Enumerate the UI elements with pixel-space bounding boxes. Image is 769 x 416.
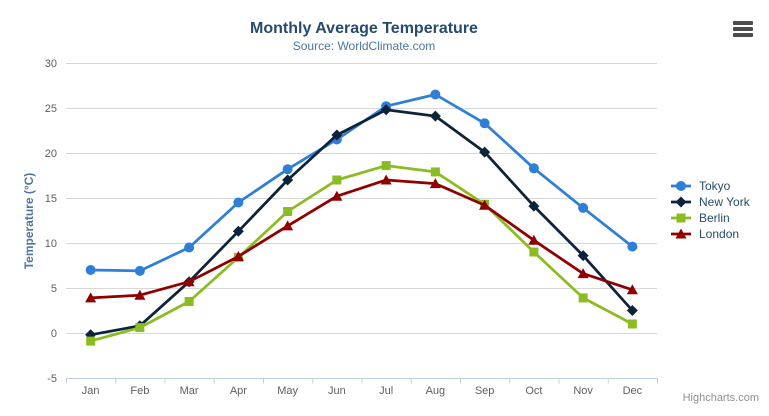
y-axis-title: Temperature (°C) xyxy=(22,173,36,270)
x-axis-label: Jan xyxy=(82,385,100,397)
data-point-new-york-dec[interactable] xyxy=(626,305,638,316)
data-point-london-feb[interactable] xyxy=(134,289,146,300)
data-point-new-york-aug[interactable] xyxy=(429,110,441,122)
triangle-marker-icon xyxy=(671,228,691,239)
x-axis-label: May xyxy=(277,385,298,397)
legend-label: New York xyxy=(699,195,750,209)
diamond-marker-icon xyxy=(671,196,691,208)
data-point-tokyo-oct[interactable] xyxy=(528,163,539,174)
data-point-london-jun[interactable] xyxy=(331,190,343,201)
data-point-new-york-apr[interactable] xyxy=(232,225,244,237)
data-point-berlin-nov[interactable] xyxy=(578,293,588,303)
data-point-tokyo-sep[interactable] xyxy=(479,118,490,129)
data-point-berlin-oct[interactable] xyxy=(529,247,539,257)
data-point-berlin-jun[interactable] xyxy=(332,175,342,185)
chart-title: Monthly Average Temperature xyxy=(250,20,478,37)
legend-marker-tokyo xyxy=(676,181,686,191)
data-point-london-sep[interactable] xyxy=(479,199,491,210)
legend-marker-london xyxy=(675,228,687,239)
x-axis-label: Feb xyxy=(130,385,149,397)
square-marker-icon xyxy=(671,213,691,223)
data-point-new-york-oct[interactable] xyxy=(528,200,540,212)
data-point-new-york-jun[interactable] xyxy=(331,129,343,141)
data-point-berlin-feb[interactable] xyxy=(135,323,145,333)
data-point-london-jan[interactable] xyxy=(85,292,97,303)
data-point-tokyo-jan[interactable] xyxy=(85,265,96,275)
y-axis-label: 0 xyxy=(51,328,57,340)
legend-item-london[interactable]: London xyxy=(670,226,750,242)
series-tokyo xyxy=(85,89,638,276)
data-point-berlin-may[interactable] xyxy=(283,207,293,216)
data-point-new-york-jul[interactable] xyxy=(380,104,392,116)
y-axis-label: 30 xyxy=(45,58,57,70)
data-point-london-apr[interactable] xyxy=(232,251,244,261)
legend-marker-new-york xyxy=(675,196,687,208)
x-axis-label: Jun xyxy=(328,385,346,397)
data-point-berlin-jul[interactable] xyxy=(381,161,391,171)
legend-label: Tokyo xyxy=(699,179,731,193)
legend-label: London xyxy=(699,227,740,241)
chart-subtitle: Source: WorldClimate.com xyxy=(293,39,436,53)
series-line-berlin xyxy=(89,164,634,343)
data-point-tokyo-mar[interactable] xyxy=(184,242,195,253)
data-point-berlin-mar[interactable] xyxy=(184,297,194,306)
data-point-london-dec[interactable] xyxy=(626,284,638,295)
legend-marker-berlin xyxy=(676,213,686,223)
x-axis-label: Sep xyxy=(475,385,495,397)
data-point-berlin-jan[interactable] xyxy=(86,336,96,346)
x-axis-label: Dec xyxy=(623,385,643,397)
x-axis-label: Oct xyxy=(525,385,542,397)
x-axis-label: Mar xyxy=(180,385,199,397)
data-point-london-aug[interactable] xyxy=(429,178,441,189)
x-axis-label: Aug xyxy=(426,385,446,397)
x-axis-label: Nov xyxy=(573,385,593,397)
y-axis-label: 10 xyxy=(45,238,57,250)
data-point-tokyo-may[interactable] xyxy=(282,164,293,175)
export-menu-button[interactable] xyxy=(730,18,756,40)
hamburger-bar xyxy=(733,33,753,37)
data-point-berlin-dec[interactable] xyxy=(627,319,637,329)
data-point-tokyo-apr[interactable] xyxy=(233,197,244,208)
y-axis-label: 5 xyxy=(51,283,57,295)
data-point-tokyo-dec[interactable] xyxy=(627,241,638,252)
legend-item-tokyo[interactable]: Tokyo xyxy=(670,178,750,194)
y-axis-label: 15 xyxy=(45,193,57,205)
data-point-london-may[interactable] xyxy=(282,220,294,231)
legend: Tokyo New York Berlin London xyxy=(670,178,750,242)
series-london xyxy=(85,174,638,303)
data-point-new-york-may[interactable] xyxy=(282,174,294,186)
data-point-london-mar[interactable] xyxy=(183,276,195,287)
grid-group xyxy=(66,63,657,334)
series-line-new-york xyxy=(89,108,634,337)
data-point-tokyo-aug[interactable] xyxy=(430,89,441,100)
data-point-london-oct[interactable] xyxy=(528,234,540,245)
hamburger-icon xyxy=(733,21,753,37)
data-point-tokyo-nov[interactable] xyxy=(578,202,589,213)
x-axis-label: Jul xyxy=(379,385,393,397)
data-point-tokyo-feb[interactable] xyxy=(134,265,145,276)
credits-link[interactable]: Highcharts.com xyxy=(682,392,759,404)
y-axis-label: 25 xyxy=(45,103,57,115)
series-new-york xyxy=(85,104,638,341)
y-axis-label: 20 xyxy=(45,148,57,160)
data-point-berlin-aug[interactable] xyxy=(430,167,440,177)
data-point-new-york-sep[interactable] xyxy=(479,146,491,158)
legend-item-new-york[interactable]: New York xyxy=(670,194,750,210)
data-point-london-jul[interactable] xyxy=(380,174,392,185)
hamburger-bar xyxy=(733,27,753,31)
axes-group: -5 0 5 10 15 20 25 30 Jan Feb Mar Apr May Jun Jul Aug Se… xyxy=(45,58,658,397)
y-axis-label: -5 xyxy=(47,373,57,385)
x-axis-label: Apr xyxy=(230,385,247,397)
series-group xyxy=(85,89,638,346)
circle-marker-icon xyxy=(671,181,691,191)
legend-item-berlin[interactable]: Berlin xyxy=(670,210,750,226)
data-point-new-york-nov[interactable] xyxy=(577,250,589,262)
series-line-london xyxy=(89,178,634,300)
data-point-london-nov[interactable] xyxy=(577,268,589,279)
legend-label: Berlin xyxy=(699,211,730,225)
hamburger-bar xyxy=(733,21,753,25)
